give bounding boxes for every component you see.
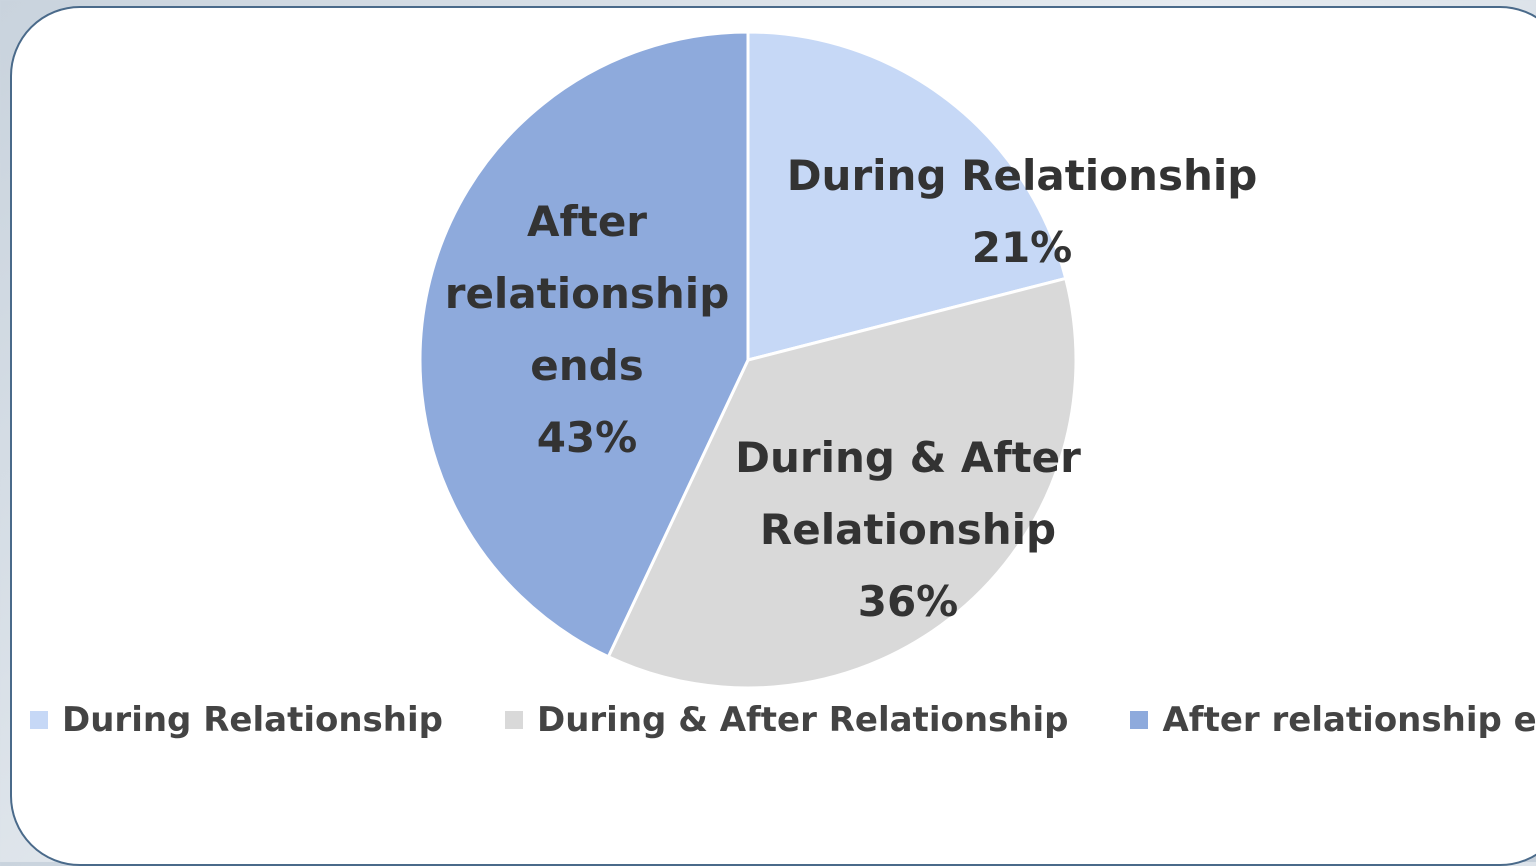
legend-swatch: [1130, 711, 1149, 729]
legend-item: After relationship ends: [1130, 700, 1536, 740]
pie-slice: [746, 30, 1068, 362]
data-label: During Relationship 21%: [782, 140, 1262, 284]
legend-label: During Relationship: [62, 700, 443, 740]
slice-category: After relationship ends: [444, 197, 730, 390]
legend-label: After relationship ends: [1162, 700, 1536, 740]
pie-slice: [418, 30, 750, 659]
legend: During Relationship During & After Relati…: [30, 694, 1536, 746]
pie-slice: [606, 276, 1078, 690]
slice-value: 21%: [971, 223, 1073, 272]
slice-category: During & After Relationship: [735, 433, 1081, 554]
legend-swatch: [504, 711, 523, 729]
legend-item: During & After Relationship: [504, 700, 1069, 740]
data-label: After relationship ends 43%: [442, 186, 732, 474]
legend-item: During Relationship: [30, 700, 443, 740]
slice-value: 43%: [536, 413, 638, 462]
legend-label: During & After Relationship: [536, 700, 1069, 740]
data-label: During & After Relationship 36%: [728, 422, 1088, 638]
legend-swatch: [30, 711, 48, 729]
slice-value: 36%: [857, 577, 959, 626]
slice-category: During Relationship: [786, 151, 1258, 200]
